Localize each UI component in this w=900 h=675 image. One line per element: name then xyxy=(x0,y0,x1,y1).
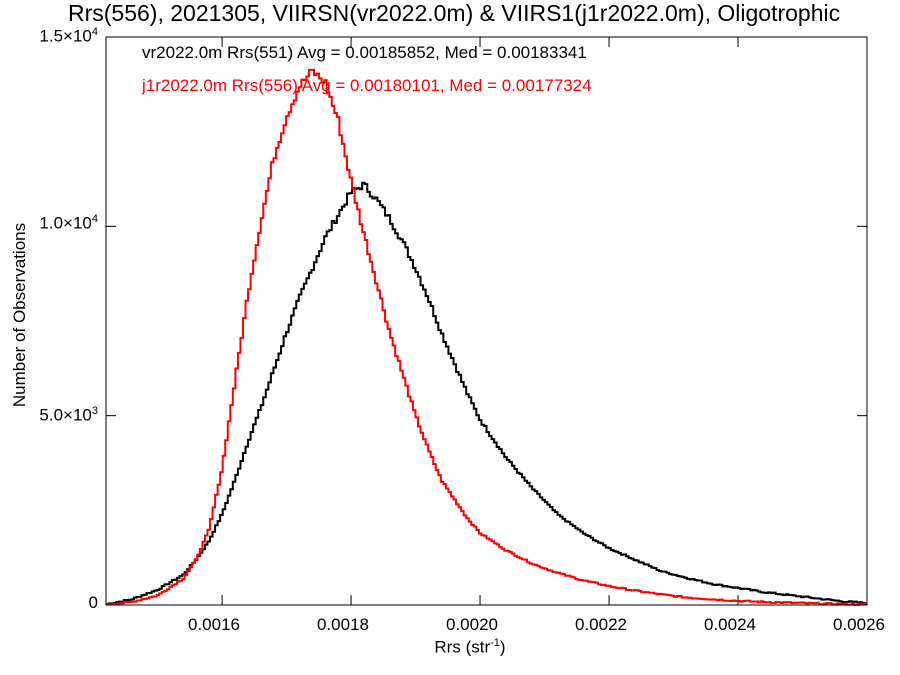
x-axis-label: Rrs (str-1) xyxy=(434,637,506,657)
y-tick-label-5000: 5.0×103 xyxy=(39,405,98,425)
series-line-0 xyxy=(106,181,867,606)
series-line-1 xyxy=(106,68,867,606)
x-tick-label-0.0018: 0.0018 xyxy=(317,615,369,634)
series-layer xyxy=(106,68,867,606)
legend-entry-vr2022: vr2022.0m Rrs(551) Avg = 0.00185852, Med… xyxy=(142,43,587,62)
chart-title: Rrs(556), 2021305, VIIRSN(vr2022.0m) & V… xyxy=(68,0,841,26)
x-tick-label-0.0020: 0.0020 xyxy=(446,615,498,634)
x-tick-label-0.0026: 0.0026 xyxy=(833,615,885,634)
y-tick-label-15000: 1.5×104 xyxy=(39,26,98,46)
y-axis-label: Number of Observations xyxy=(10,222,29,408)
x-tick-label-0.0022: 0.0022 xyxy=(575,615,627,634)
x-tick-label-0.0016: 0.0016 xyxy=(188,615,240,634)
y-tick-label-0: 0 xyxy=(88,593,98,612)
plot-frame xyxy=(105,36,868,606)
legend-entry-j1r2022: j1r2022.0m Rrs(556) Avg = 0.00180101, Me… xyxy=(142,76,592,95)
y-tick-label-10000: 1.0×104 xyxy=(39,213,98,233)
x-tick-label-0.0024: 0.0024 xyxy=(704,615,756,634)
